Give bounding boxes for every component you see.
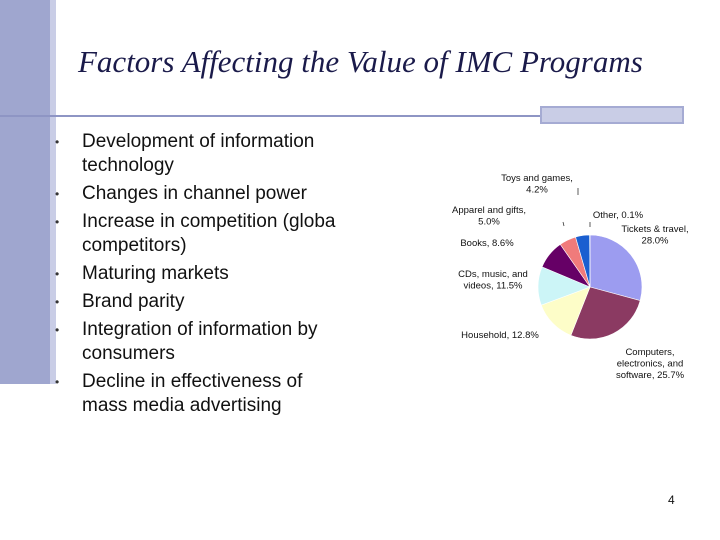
bullet-item: • Development of information technology xyxy=(55,130,345,178)
slice-label-line: Toys and games, xyxy=(501,173,573,184)
slice-label-line: 28.0% xyxy=(642,236,669,247)
slice-label-line: CDs, music, and xyxy=(458,269,528,280)
bullet-text-line: consumers xyxy=(82,343,175,364)
bullet-marker: • xyxy=(55,267,60,281)
bullet-item: • Maturing markets xyxy=(55,262,345,286)
slice-label: Computers, electronics, and software, 25.7… xyxy=(616,347,685,381)
bullet-list: • Development of information technology • Ch… xyxy=(55,130,345,422)
bullet-item: • Changes in channel power xyxy=(55,182,345,206)
bullet-text-line: Development of information xyxy=(82,131,315,152)
slice-label: Household, 12.8% xyxy=(461,330,539,341)
slice-label: CDs, music, and videos, 11.5% xyxy=(458,269,528,292)
slice-label: Tickets & travel, 28.0% xyxy=(621,224,688,247)
bullet-item: • Increase in competition (globa competito… xyxy=(55,210,345,258)
bullet-item: • Decline in effectiveness of mass media a… xyxy=(55,370,345,418)
slice-label-line: software, 25.7% xyxy=(616,370,685,381)
slice-label: Other, 0.1% xyxy=(593,210,644,221)
slice-label-line: videos, 11.5% xyxy=(464,281,524,292)
title-rule-line xyxy=(0,115,540,117)
pie-slice xyxy=(570,286,641,340)
slice-label-line: Computers, xyxy=(625,347,674,358)
slice-label: Books, 8.6% xyxy=(460,238,514,249)
bullet-marker: • xyxy=(55,375,60,389)
slice-label-line: Other, 0.1% xyxy=(593,210,644,221)
slice-label-line: Household, 12.8% xyxy=(461,330,539,341)
bullet-marker: • xyxy=(55,323,60,337)
bullet-marker: • xyxy=(55,135,60,149)
slice-label-line: Tickets & travel, xyxy=(621,224,688,235)
slice-label-line: Books, 8.6% xyxy=(460,238,514,249)
bullet-marker: • xyxy=(55,215,60,229)
slice-label: Apparel and gifts, 5.0% xyxy=(452,205,526,228)
slice-label-line: electronics, and xyxy=(617,359,684,370)
title-rule-box xyxy=(540,106,684,124)
bullet-marker: • xyxy=(55,187,60,201)
slice-label-line: 5.0% xyxy=(478,217,500,228)
bullet-text-line: Brand parity xyxy=(82,291,185,312)
leader-line xyxy=(562,221,565,227)
bullet-text-line: technology xyxy=(82,155,174,176)
left-accent-bar xyxy=(0,0,50,384)
bullet-item: • Integration of information by consumers xyxy=(55,318,345,366)
bullet-text-line: Maturing markets xyxy=(82,263,229,284)
slice-label-line: 4.2% xyxy=(526,185,548,196)
bullet-text-line: Increase in competition (globa xyxy=(82,211,336,232)
slide-title: Factors Affecting the Value of IMC Progr… xyxy=(78,44,643,79)
slice-label: Toys and games, 4.2% xyxy=(501,173,573,196)
title-rule xyxy=(0,106,684,124)
slice-label-line: Apparel and gifts, xyxy=(452,205,526,216)
bullet-text-line: Changes in channel power xyxy=(82,183,307,204)
bullet-item: • Brand parity xyxy=(55,290,345,314)
bullet-text-line: Integration of information by xyxy=(82,319,318,340)
bullet-text-line: mass media advertising xyxy=(82,395,282,416)
pie-chart: Tickets & travel, 28.0% Computers, electron… xyxy=(452,173,689,381)
bullet-text-line: competitors) xyxy=(82,235,187,256)
bullet-marker: • xyxy=(55,295,60,309)
page-number: 4 xyxy=(668,493,675,507)
left-accent-bar-edge xyxy=(50,0,56,384)
pie-slice xyxy=(589,234,643,301)
bullet-text-line: Decline in effectiveness of xyxy=(82,371,303,392)
